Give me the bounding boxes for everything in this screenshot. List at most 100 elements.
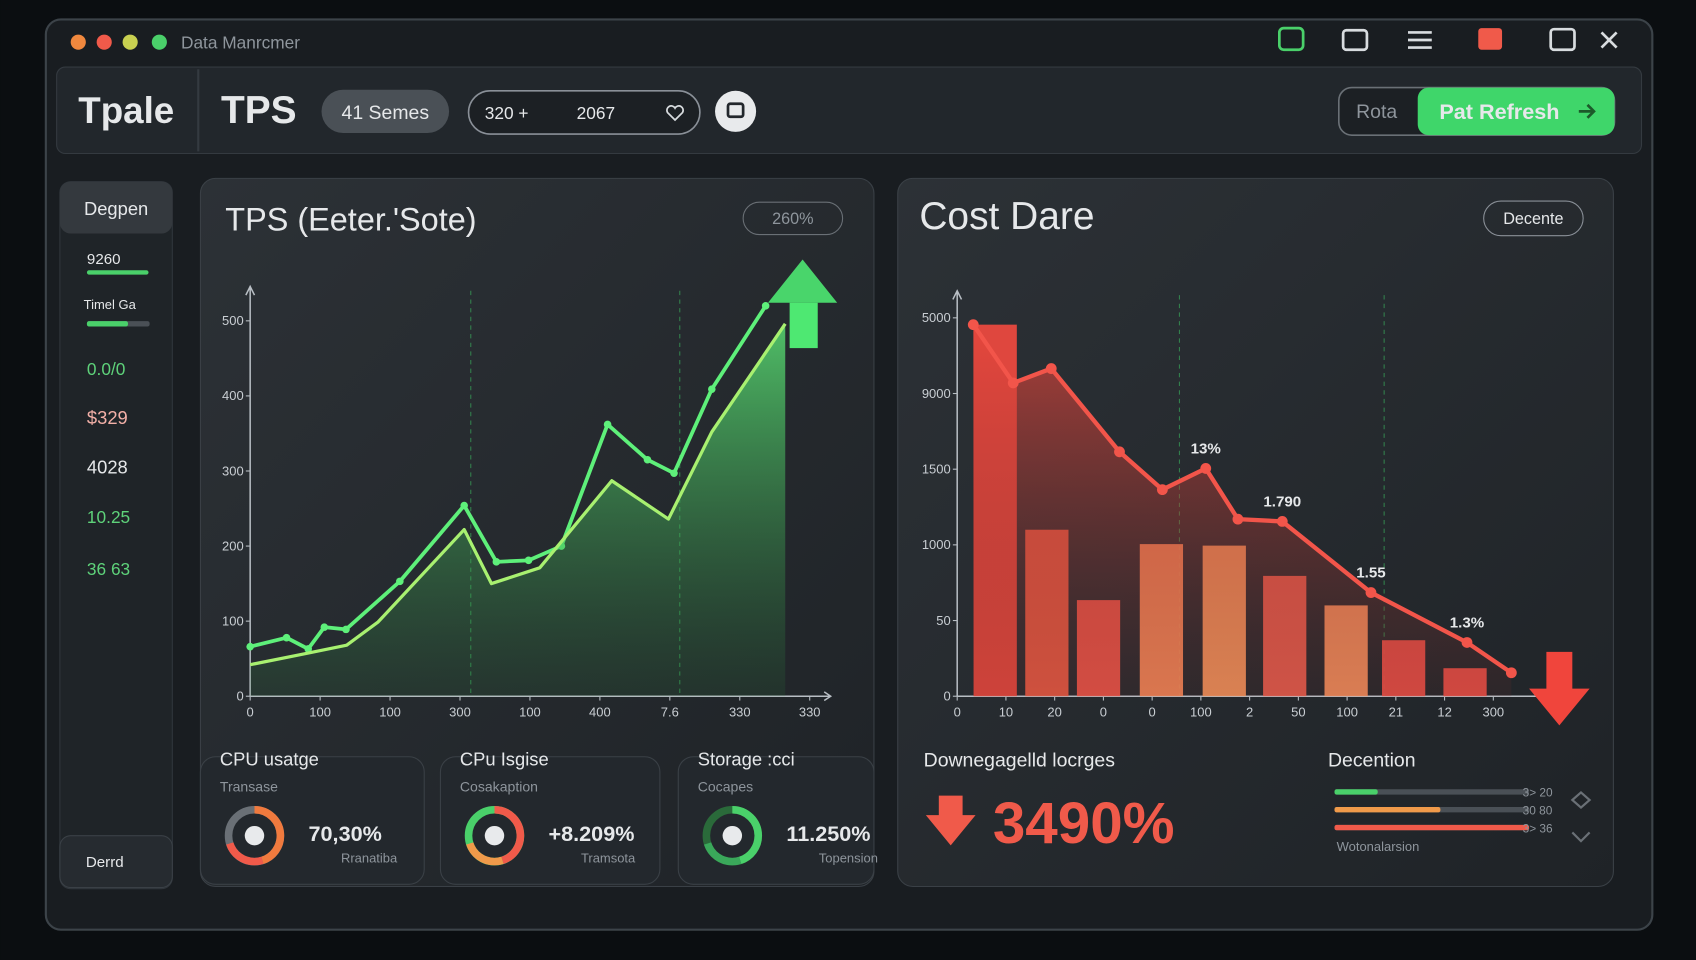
level-bar	[1334, 789, 1378, 795]
x-tick-label: 20	[1047, 705, 1061, 720]
x-tick-label: 50	[1291, 705, 1305, 720]
x-tick-label: 0	[954, 705, 961, 720]
stat-card	[199, 756, 425, 885]
y-tick-label: 100	[222, 613, 244, 628]
sidebar-item[interactable]: 10.25	[87, 507, 130, 527]
sidebar-footer[interactable]	[59, 835, 173, 889]
rota-button[interactable]: Rota	[1356, 101, 1397, 123]
stat-ring	[702, 805, 763, 866]
point	[1461, 637, 1473, 648]
icon-home[interactable]	[1278, 26, 1305, 52]
sidebar-footer-label: Derrd	[86, 854, 124, 871]
level-track	[1334, 789, 1530, 795]
y-tick-label: 9000	[922, 386, 951, 401]
window-dot[interactable]	[151, 34, 167, 50]
point	[1232, 513, 1244, 525]
summary-value: 3490%	[993, 791, 1175, 856]
icon-folder[interactable]	[1341, 28, 1369, 52]
point	[1114, 446, 1125, 458]
y-tick-label: 200	[222, 538, 244, 553]
point	[1156, 484, 1168, 496]
icon-list[interactable]	[1408, 31, 1432, 49]
x-tick-label: 100	[309, 705, 331, 720]
y-tick-label: 5000	[922, 310, 951, 325]
x-tick-label: 0	[1149, 705, 1156, 720]
sidebar-bar	[86, 321, 128, 327]
point	[1365, 587, 1377, 598]
point	[1505, 667, 1517, 679]
toolbar	[56, 66, 1643, 155]
icon-window[interactable]	[1549, 27, 1576, 52]
sidebar-item[interactable]: 36 63	[87, 559, 130, 579]
x-tick-label: 21	[1389, 705, 1403, 720]
sidebar-item[interactable]: 4028	[87, 457, 128, 478]
y-tick-label: 0	[236, 689, 243, 704]
chart-badge-label: Decente	[1503, 210, 1563, 228]
icon-close[interactable]	[1600, 31, 1618, 49]
sidebar-header-label: Degpen	[84, 198, 148, 219]
stat-subtitle: Transase	[220, 778, 278, 794]
scroll-control[interactable]	[1570, 790, 1592, 843]
point	[460, 501, 468, 510]
x-tick-label: 7.6	[661, 705, 679, 720]
window-dot[interactable]	[70, 34, 86, 50]
summary-label: Downegagelld locrges	[924, 749, 1116, 771]
refresh-label: Pat Refresh	[1439, 99, 1559, 124]
stat-value: 11.250%	[786, 821, 870, 846]
x-tick-label: 10	[999, 705, 1013, 720]
y-tick-label: 1000	[922, 537, 951, 552]
icon-heart[interactable]	[666, 105, 684, 122]
sidebar-item[interactable]: 9260	[87, 251, 121, 268]
filter-label: 41 Semes	[342, 102, 430, 124]
point	[282, 633, 291, 642]
line-area	[973, 324, 1512, 697]
range-input[interactable]	[467, 90, 701, 135]
down-arrow	[1529, 651, 1590, 726]
range-end: 2067	[577, 103, 615, 123]
filter-pill[interactable]	[321, 89, 450, 133]
tps-panel	[199, 177, 875, 888]
y-tick-label: 500	[222, 313, 244, 328]
refresh-button[interactable]	[1417, 87, 1615, 136]
window-dot[interactable]	[96, 34, 112, 50]
sidebar-item[interactable]: Timel Ga	[84, 297, 137, 312]
chart-badge[interactable]	[742, 201, 844, 236]
point	[643, 455, 652, 464]
sidebar	[59, 181, 173, 890]
y-tick-label: 1500	[922, 462, 951, 477]
stat-value: +8.209%	[549, 821, 635, 846]
sidebar-bar	[86, 270, 149, 275]
point	[396, 577, 404, 586]
chart-badge[interactable]	[1483, 200, 1584, 237]
x-tick-label: 330	[729, 705, 751, 720]
chart-title: TPS (Eeter.'Sote)	[225, 201, 476, 237]
point	[304, 645, 312, 653]
x-tick-label: 100	[379, 705, 401, 720]
window-dot[interactable]	[122, 34, 138, 50]
point	[761, 302, 770, 310]
x-tick-label: 330	[799, 705, 821, 720]
axis	[245, 284, 833, 702]
refresh-arrow	[1578, 103, 1596, 119]
annotation: 13%	[1191, 440, 1222, 457]
action-button[interactable]	[715, 90, 757, 132]
sidebar-item[interactable]: 0.0/0	[87, 359, 125, 379]
icon-alert[interactable]	[1478, 28, 1503, 50]
point	[492, 558, 501, 566]
line-area	[250, 323, 786, 697]
stat-subtitle: Cosakaption	[460, 778, 538, 794]
y-tick-label: 50	[936, 613, 950, 628]
point	[342, 625, 350, 634]
sidebar-item[interactable]: $329	[87, 407, 128, 428]
stat-title: CPU usatge	[220, 748, 319, 769]
annotation: 1.55	[1356, 564, 1385, 581]
stat-ring	[464, 805, 525, 866]
stat-ring-center	[484, 825, 505, 846]
up-arrow	[768, 259, 838, 349]
x-tick-label: 2	[1246, 705, 1253, 720]
point	[1007, 377, 1019, 389]
x-tick-label: 100	[1336, 705, 1358, 720]
point	[1045, 363, 1057, 374]
up-arrow-stem	[789, 302, 818, 349]
